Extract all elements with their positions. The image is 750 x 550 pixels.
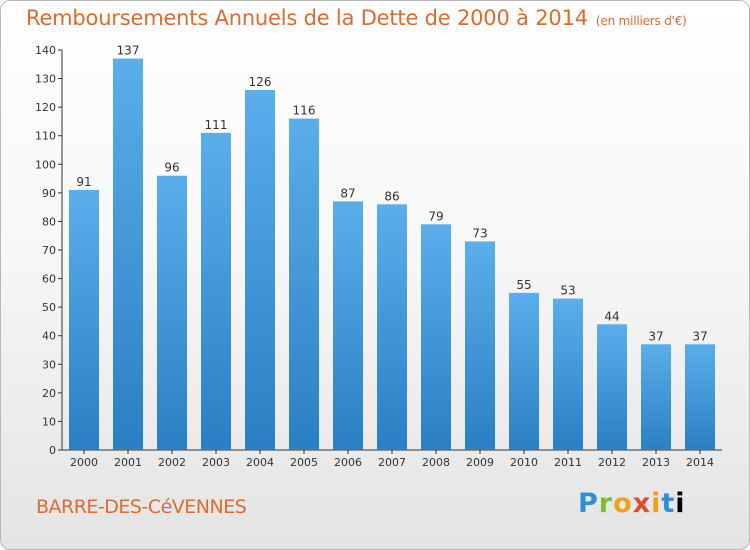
bar-2010 bbox=[509, 292, 539, 450]
bar-2001 bbox=[113, 58, 143, 450]
y-tick-label: 70 bbox=[42, 244, 56, 257]
bar-2013 bbox=[641, 344, 671, 450]
x-tick-label-2000: 2000 bbox=[70, 456, 98, 469]
data-label-2006: 87 bbox=[340, 186, 355, 200]
data-label-2011: 53 bbox=[560, 284, 575, 298]
data-label-2013: 37 bbox=[648, 329, 663, 343]
commune-name: BARRE-DES-CéVENNES bbox=[36, 496, 247, 518]
x-tick-label-2009: 2009 bbox=[466, 456, 494, 469]
x-axis: 2000 2001 2002 2003 2004 2005 2006 2007 2008 2009… bbox=[62, 449, 722, 469]
data-label-2001: 137 bbox=[117, 44, 140, 58]
y-tick-label: 10 bbox=[42, 415, 56, 428]
bar-2006 bbox=[333, 201, 363, 450]
x-tick-label-2001: 2001 bbox=[114, 456, 142, 469]
bar-2008 bbox=[421, 224, 451, 450]
x-tick-label-2011: 2011 bbox=[554, 456, 582, 469]
bar-2003 bbox=[201, 132, 231, 450]
y-tick-label: 100 bbox=[35, 158, 56, 171]
x-tick-label-2003: 2003 bbox=[202, 456, 230, 469]
y-axis: 0 10 20 30 40 50 60 70 80 90 100 110 120 130 140 bbox=[35, 44, 63, 457]
bar-2014 bbox=[685, 344, 715, 450]
x-tick-label-2007: 2007 bbox=[378, 456, 406, 469]
bar-2000 bbox=[69, 190, 99, 450]
x-tick-label-2004: 2004 bbox=[246, 456, 274, 469]
y-tick-label: 90 bbox=[42, 187, 56, 200]
chart-title: Remboursements Annuels de la Dette de 20… bbox=[26, 6, 687, 30]
x-tick-label-2005: 2005 bbox=[290, 456, 318, 469]
data-labels: 91 137 96 111 126 116 87 86 79 73 55 53 44 37 37 bbox=[76, 44, 707, 344]
bar-2011 bbox=[553, 298, 583, 450]
data-label-2005: 116 bbox=[293, 104, 316, 118]
y-tick-label: 20 bbox=[42, 387, 56, 400]
proxiti-logo: Proxiti bbox=[578, 488, 686, 519]
bar-2007 bbox=[377, 204, 407, 450]
x-tick-label-2012: 2012 bbox=[598, 456, 626, 469]
y-tick-label: 110 bbox=[35, 130, 56, 143]
y-tick-label: 120 bbox=[35, 101, 56, 114]
y-tick-label: 130 bbox=[35, 73, 56, 86]
bar-2005 bbox=[289, 118, 319, 451]
bar-2002 bbox=[157, 175, 187, 450]
data-label-2003: 111 bbox=[205, 118, 228, 132]
bars bbox=[69, 58, 715, 451]
data-label-2014: 37 bbox=[692, 329, 707, 343]
data-label-2012: 44 bbox=[604, 309, 619, 323]
chart-title-text: Remboursements Annuels de la Dette de 20… bbox=[26, 6, 588, 30]
y-tick-label: 50 bbox=[42, 301, 56, 314]
y-tick-label: 30 bbox=[42, 358, 56, 371]
data-label-2008: 79 bbox=[428, 209, 443, 223]
x-tick-label-2006: 2006 bbox=[334, 456, 362, 469]
data-label-2007: 86 bbox=[384, 189, 399, 203]
x-tick-label-2013: 2013 bbox=[642, 456, 670, 469]
y-tick-label: 60 bbox=[42, 273, 56, 286]
bar-2004 bbox=[245, 90, 275, 450]
y-tick-label: 40 bbox=[42, 330, 56, 343]
x-tick-label-2002: 2002 bbox=[158, 456, 186, 469]
data-label-2009: 73 bbox=[472, 226, 487, 240]
data-label-2004: 126 bbox=[249, 75, 272, 89]
x-tick-label-2010: 2010 bbox=[510, 456, 538, 469]
x-tick-label-2014: 2014 bbox=[686, 456, 714, 469]
data-label-2002: 96 bbox=[164, 161, 179, 175]
x-tick-label-2008: 2008 bbox=[422, 456, 450, 469]
y-tick-label: 140 bbox=[35, 44, 56, 57]
chart-unit: (en milliers d'€) bbox=[595, 14, 687, 28]
y-tick-label: 80 bbox=[42, 215, 56, 228]
data-label-2000: 91 bbox=[76, 175, 91, 189]
bar-2009 bbox=[465, 241, 495, 450]
y-tick-label: 0 bbox=[49, 444, 56, 457]
bar-2012 bbox=[597, 324, 627, 450]
data-label-2010: 55 bbox=[516, 278, 531, 292]
